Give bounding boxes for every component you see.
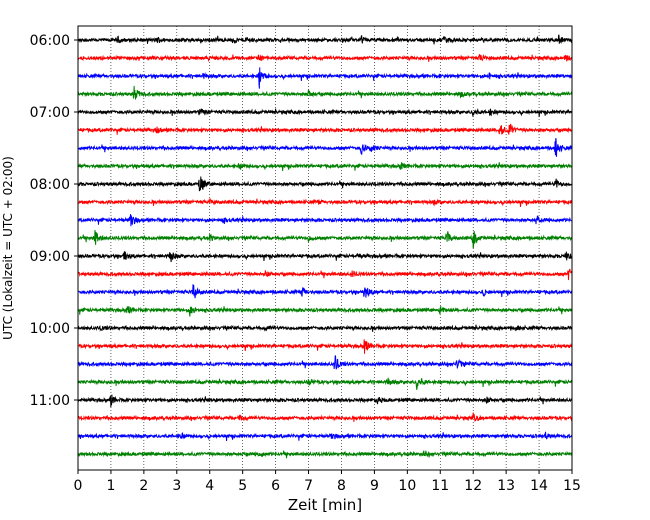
trace-0630 <box>77 67 573 89</box>
y-axis-title: UTC (Lokalzeit = UTC + 02:00) <box>1 156 15 340</box>
x-tick-label: 1 <box>106 478 115 494</box>
x-tick-label: 7 <box>304 478 313 494</box>
trace-1015 <box>77 339 573 354</box>
y-tick-label: 08:00 <box>30 177 70 193</box>
y-tick-label: 11:00 <box>30 393 70 409</box>
plot-border <box>77 25 573 471</box>
trace-1115 <box>77 412 573 423</box>
trace-1100 <box>77 394 573 408</box>
trace-1145 <box>77 450 573 459</box>
x-tick-label: 13 <box>497 478 515 494</box>
x-tick-label: 9 <box>370 478 379 494</box>
x-tick-label: 10 <box>398 478 416 494</box>
trace-0830 <box>77 214 573 227</box>
trace-1000 <box>77 324 573 332</box>
trace-0645 <box>77 85 573 100</box>
trace-0845 <box>77 229 573 249</box>
trace-0900 <box>77 251 573 263</box>
y-tick-label: 06:00 <box>30 33 70 49</box>
y-tick-label: 09:00 <box>30 249 70 265</box>
trace-0715 <box>77 123 572 135</box>
trace-0945 <box>77 306 573 317</box>
y-tick-label: 07:00 <box>30 105 70 121</box>
x-tick-label: 4 <box>205 478 214 494</box>
x-tick-label: 0 <box>74 478 83 494</box>
x-tick-label: 14 <box>530 478 548 494</box>
x-tick-label: 6 <box>271 478 280 494</box>
x-tick-label: 12 <box>464 478 482 494</box>
x-tick-label: 15 <box>563 478 581 494</box>
y-tick-label: 10:00 <box>30 321 70 337</box>
x-axis-ticks: 0 1 2 3 4 5 6 7 8 9 10 11 12 13 14 15 <box>74 470 581 494</box>
vertical-gridlines <box>110 26 540 470</box>
trace-1130 <box>77 431 573 442</box>
trace-1045 <box>77 377 573 390</box>
trace-0745 <box>77 162 573 172</box>
y-axis-ticks: 06:00 07:00 08:00 09:00 10:00 11:00 <box>30 33 78 409</box>
trace-0800 <box>77 176 573 192</box>
trace-0615 <box>77 53 573 63</box>
plot-area <box>78 26 572 470</box>
x-tick-label: 11 <box>431 478 449 494</box>
x-tick-label: 2 <box>139 478 148 494</box>
trace-0730 <box>77 138 573 157</box>
trace-0930 <box>77 284 573 299</box>
x-tick-label: 3 <box>172 478 181 494</box>
trace-1030 <box>77 355 573 370</box>
seismic-traces <box>77 34 573 459</box>
x-tick-label: 5 <box>238 478 247 494</box>
trace-0600 <box>77 34 573 45</box>
trace-0915 <box>77 268 573 281</box>
x-axis-title: Zeit [min] <box>288 496 362 514</box>
x-tick-label: 8 <box>337 478 346 494</box>
trace-0815 <box>77 197 573 208</box>
trace-0700 <box>77 108 573 118</box>
